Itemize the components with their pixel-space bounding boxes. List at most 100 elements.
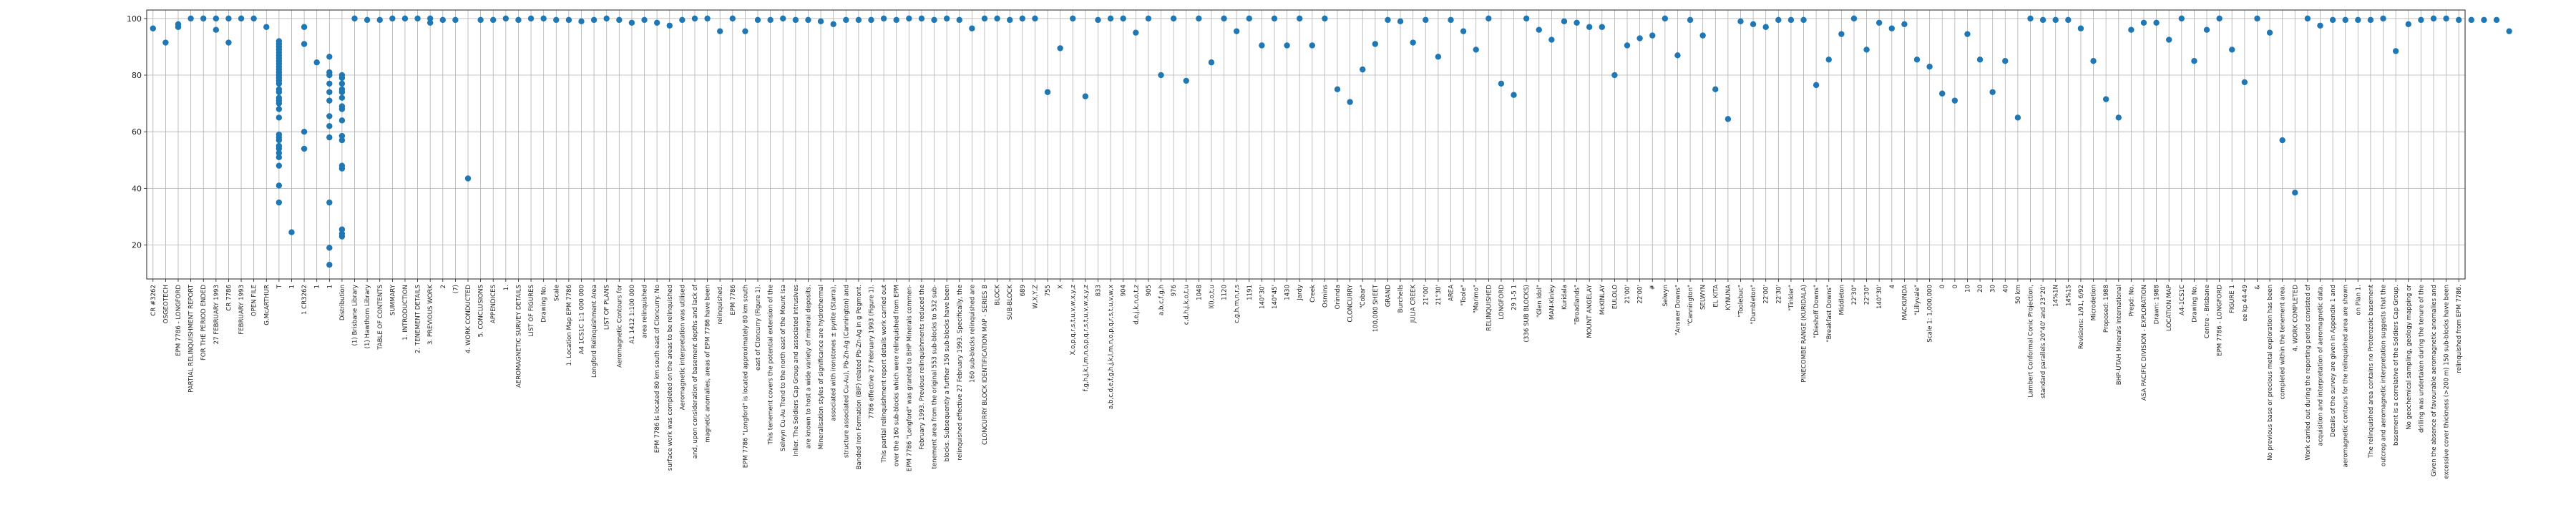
data-point [1032, 15, 1038, 22]
data-point [1233, 28, 1240, 34]
data-point [2014, 114, 2021, 121]
data-point [326, 245, 333, 251]
data-point [1372, 41, 1379, 47]
data-point [2165, 36, 2172, 43]
x-gridlines [152, 10, 2459, 279]
x-tick-label: EPM 7786 is located 80 km south east of … [654, 285, 661, 453]
data-point [1825, 57, 1832, 63]
data-point [1246, 15, 1252, 22]
x-tick-label: "Tinkler" [1788, 285, 1795, 311]
x-tick-label: 1 [326, 285, 333, 288]
data-point [679, 16, 686, 24]
data-point [704, 15, 711, 22]
data-point [1322, 15, 1328, 22]
x-tick-label: SUMMARY [389, 284, 396, 315]
x-tick-label: (7) [452, 285, 459, 293]
data-point [2329, 16, 2336, 24]
data-point [767, 16, 774, 24]
x-tick-label: 4. WORK COMPLETED [2292, 285, 2299, 352]
data-point [1536, 26, 1542, 33]
x-tick-label: Creek [1309, 285, 1317, 303]
x-tick-label: 22'00' [1763, 285, 1770, 304]
data-point [855, 16, 862, 24]
data-point [1662, 15, 1669, 22]
data-point [225, 39, 232, 46]
x-tick-label: RELINQUISHED [1485, 285, 1493, 331]
data-point [540, 15, 547, 22]
data-point [1221, 15, 1227, 22]
x-tick-label: FIGURE 1 [2229, 285, 2236, 313]
data-point [439, 16, 447, 24]
data-point [338, 86, 346, 93]
data-point [578, 18, 585, 25]
x-tick-label: 2. TENEMENT DETAILS [415, 285, 422, 353]
data-point [275, 94, 283, 101]
data-point [1423, 16, 1429, 24]
data-point [1208, 59, 1215, 66]
data-point [275, 131, 283, 138]
x-tick-label: relinquished effective 27 February 1993.… [957, 285, 964, 461]
data-point [275, 162, 283, 169]
data-point [1901, 21, 1908, 27]
x-tick-label: AEROMAGNETIC SURVEY DETAILS [515, 285, 522, 388]
x-tick-label: 5. CONCLUSIONS [478, 285, 485, 337]
data-point [1120, 15, 1126, 22]
x-tick-label: CR #3262 [150, 285, 157, 316]
data-point [2254, 15, 2260, 22]
data-point [1271, 15, 1278, 22]
data-point [1649, 32, 1656, 39]
data-point [1334, 86, 1341, 93]
data-point [1006, 16, 1013, 24]
x-tick-label: surface work was completed on the areas … [667, 285, 674, 471]
data-point [1284, 42, 1290, 49]
data-point [263, 24, 270, 30]
x-tick-label: 1. Location Map EPM 7786 [566, 285, 573, 366]
x-tick-label: 10 [1964, 285, 1971, 293]
x-tick-label: "Lillyvale" [1914, 285, 1921, 315]
x-tick-label: CLONCURRY [1347, 284, 1355, 322]
x-tick-label: basement is a correlative of the Soldier… [2393, 285, 2400, 446]
x-tick-label: "Breakfast Downs" [1826, 285, 1833, 342]
x-tick-label: Distribution [339, 285, 346, 320]
x-tick-label: Kuridala [1561, 285, 1568, 310]
data-point [414, 15, 421, 22]
data-point [2279, 137, 2285, 144]
x-tick-label: 1191 [1246, 285, 1254, 300]
x-tick-label: Revisions: 1/91, 6/92 [2078, 285, 2085, 349]
data-point [275, 154, 283, 161]
data-point [275, 106, 283, 112]
data-point [2229, 46, 2235, 53]
x-tick-label: 22'30" [1851, 285, 1858, 305]
data-point [1485, 15, 1492, 22]
x-tick-label: c,g,h,m,n,r,s [1234, 284, 1241, 323]
x-tick-label: FEBRUARY 1993 [238, 285, 245, 335]
data-point [1044, 89, 1051, 95]
x-tick-label: c,d,h,j,k,o,t,u [1184, 285, 1191, 325]
data-point [376, 16, 383, 24]
data-point [1586, 24, 1593, 30]
x-tick-label: SELWYN [1700, 285, 1707, 310]
data-point [275, 114, 283, 121]
data-point [792, 16, 799, 24]
data-point [1347, 99, 1353, 105]
x-tick-label: Osmins [1322, 284, 1329, 307]
data-point [2367, 16, 2374, 24]
x-tick-label: AREA [1448, 285, 1455, 301]
data-point [590, 16, 597, 24]
data-point [2191, 58, 2197, 64]
x-tick-label: Drawn: 1988 [2154, 285, 2161, 324]
data-point [931, 16, 937, 24]
x-tick-label: 21°30' [1435, 285, 1443, 305]
x-tick-label: # [1649, 285, 1657, 290]
x-tick-label: A4-1CS1C [2179, 285, 2186, 315]
data-point [1976, 57, 1984, 63]
x-tick-label: f,g,h,j,k,l,m,n,o,p,q,r,s,t,u,v,w,x,y,z [1083, 285, 1090, 392]
data-point [1296, 15, 1303, 22]
y-tick-labels: 20 40 60 80 100 [127, 14, 142, 250]
data-point [2468, 16, 2475, 24]
data-point [288, 229, 295, 235]
data-point [275, 182, 283, 189]
data-point [1838, 31, 1845, 37]
x-tick-label: Longford Relinquishment Area [591, 285, 598, 378]
